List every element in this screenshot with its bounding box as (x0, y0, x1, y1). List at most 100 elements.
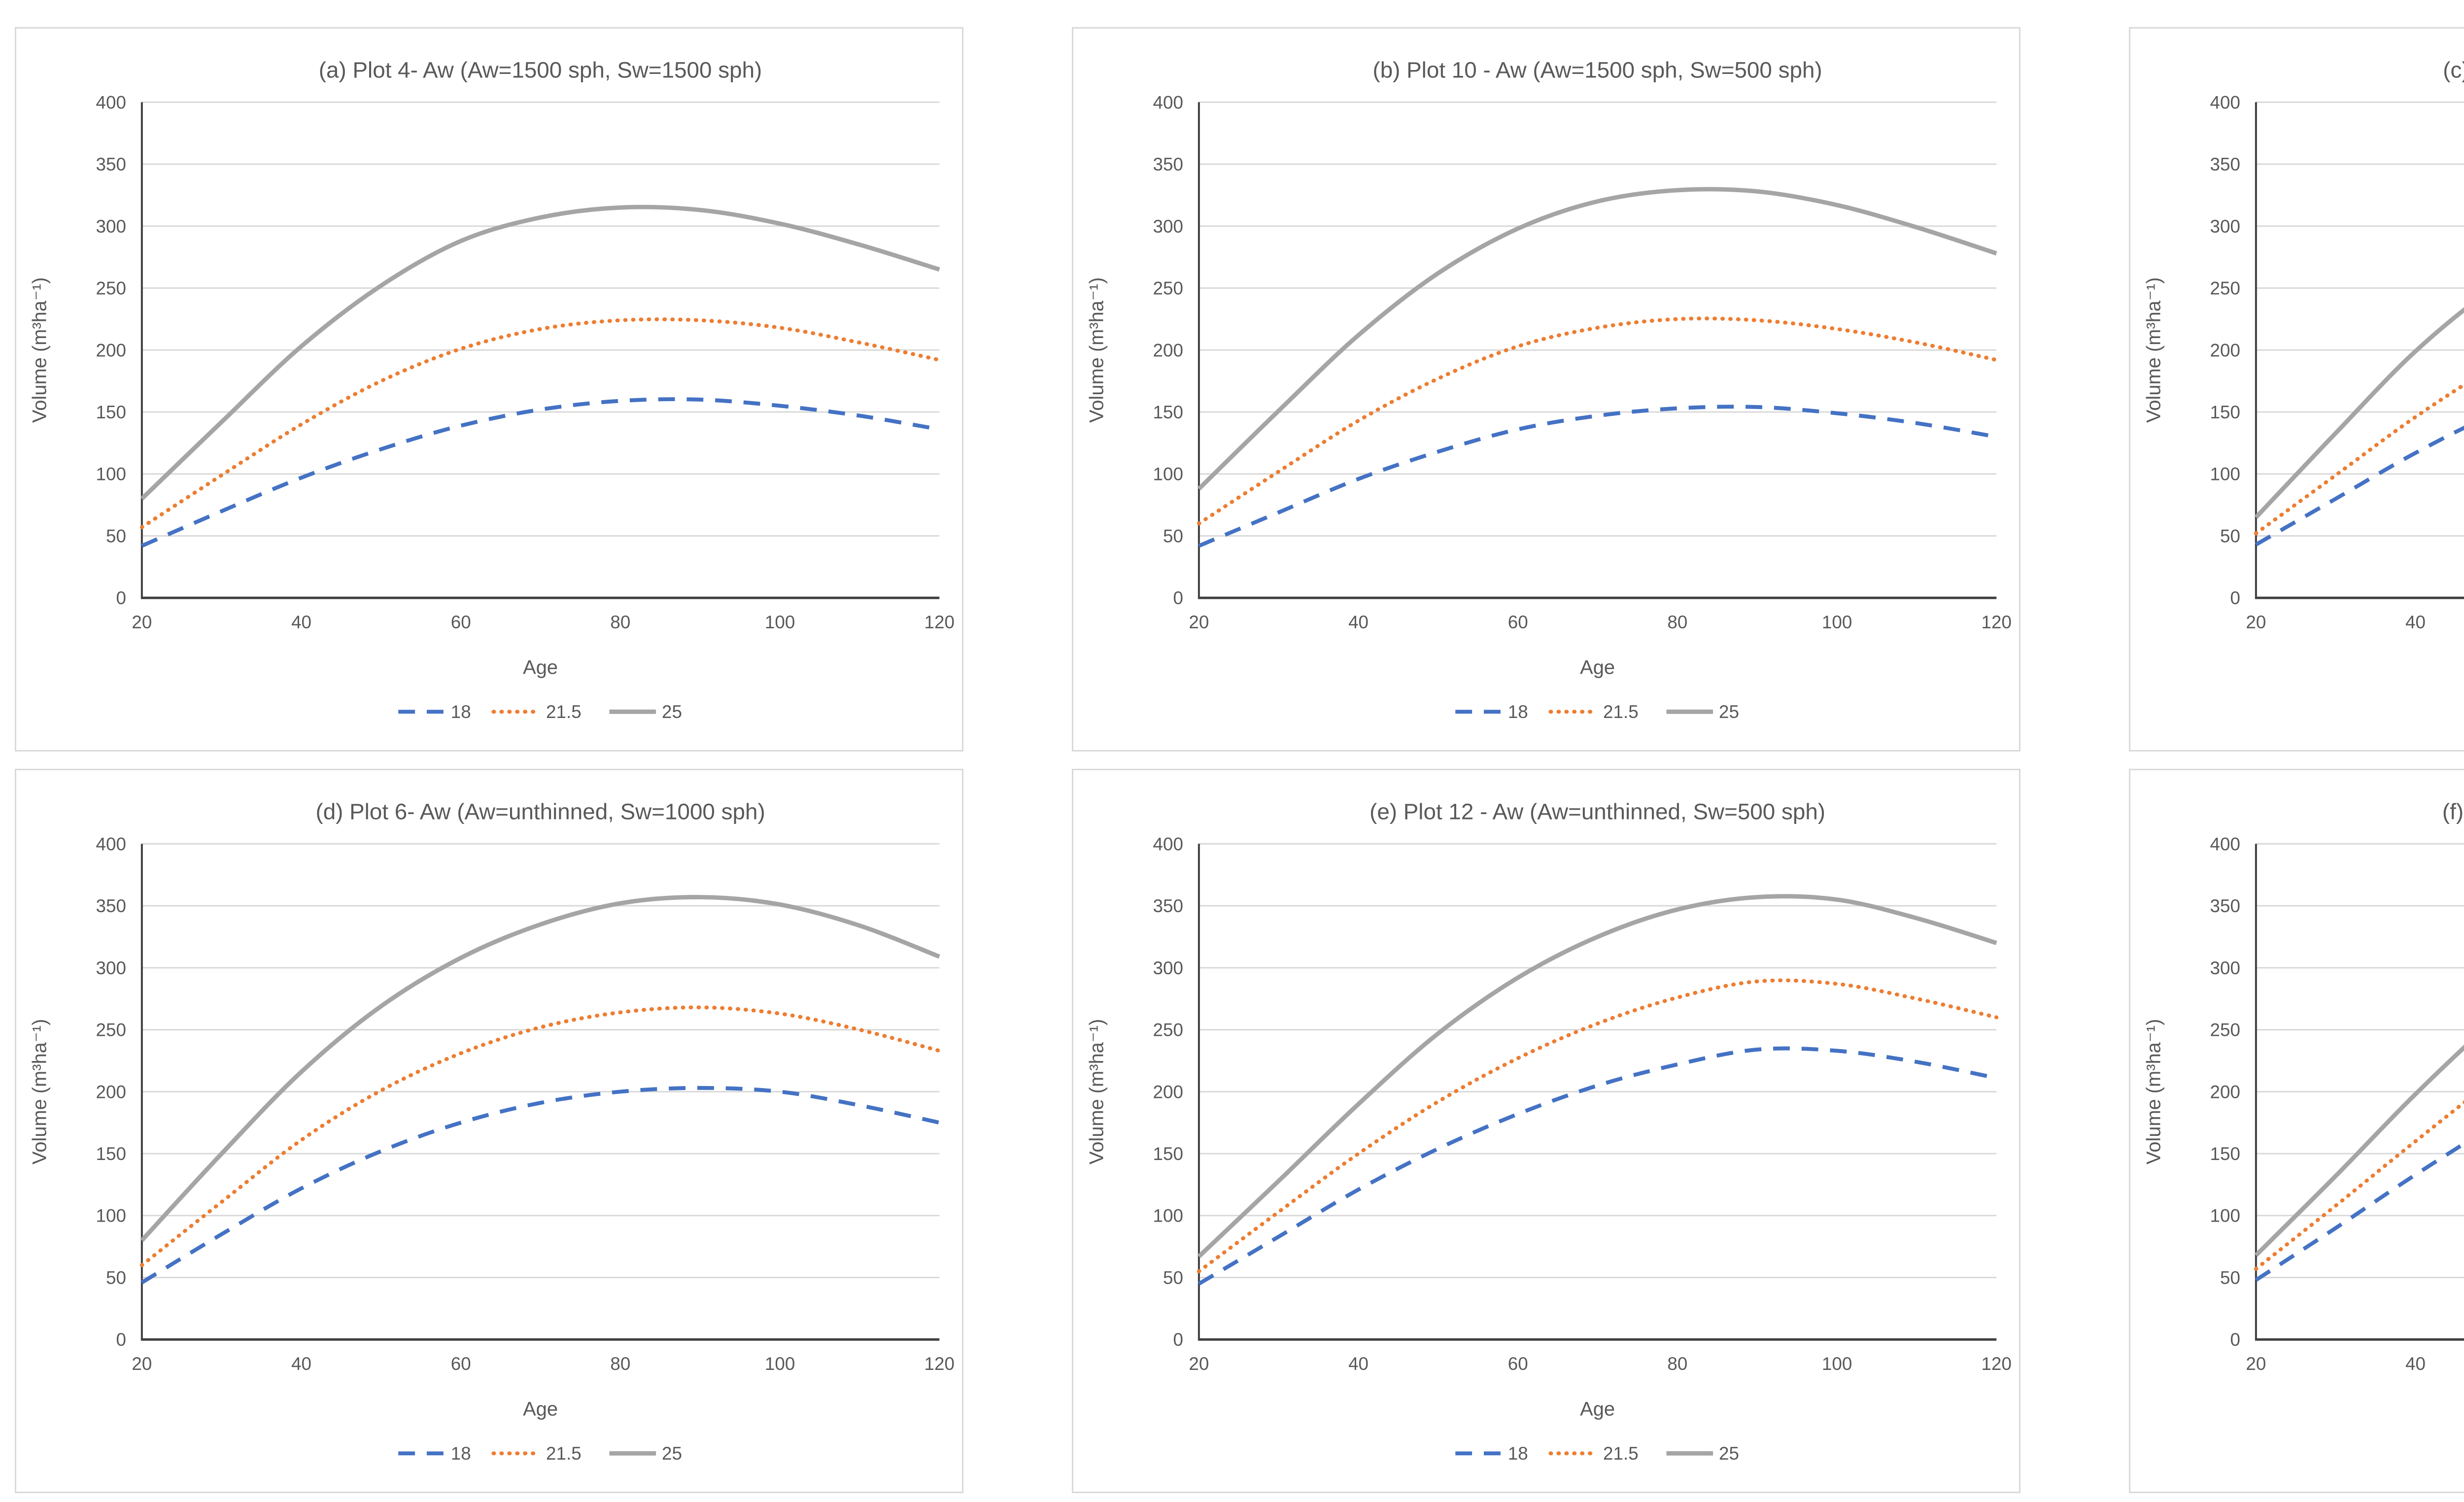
y-tick-label: 50 (106, 1267, 126, 1288)
y-axis-title: Volume (m³ha⁻¹) (29, 277, 51, 423)
x-tick-label: 20 (132, 612, 152, 632)
y-tick-label: 200 (96, 1082, 126, 1102)
y-tick-label: 50 (1163, 1267, 1183, 1288)
legend-label: 18 (1508, 1443, 1528, 1464)
chart-f: (f) Plot 15 - Aw (Aw=unthinned, Sw=0 sph… (2143, 799, 2464, 1374)
y-tick-label: 0 (116, 588, 126, 608)
y-tick-label: 50 (1163, 526, 1183, 546)
y-tick-label: 300 (2210, 216, 2240, 237)
y-tick-label: 150 (1153, 402, 1183, 422)
x-tick-label: 80 (610, 612, 630, 632)
series-line-25 (140, 205, 940, 501)
chart-b: (b) Plot 10 - Aw (Aw=1500 sph, Sw=500 sp… (1086, 58, 2012, 722)
series-line-25 (1197, 894, 1997, 1259)
y-axis-title: Volume (m³ha⁻¹) (29, 1019, 51, 1164)
x-tick-label: 40 (291, 1354, 311, 1374)
x-axis-title: Age (1580, 657, 1615, 679)
plot-area: 0501001502002503003504002040608010012018… (2210, 834, 2464, 1374)
x-tick-label: 40 (1348, 1354, 1369, 1374)
y-tick-label: 0 (116, 1330, 126, 1350)
x-tick-label: 40 (291, 612, 311, 632)
series-line-18 (1198, 405, 1997, 548)
series-line-25 (2254, 1044, 2464, 1257)
y-tick-label: 200 (1153, 1082, 1183, 1102)
series-line-18 (141, 397, 940, 548)
y-axis-title: Volume (m³ha⁻¹) (1086, 1019, 1108, 1164)
y-tick-label: 300 (96, 216, 126, 237)
series-line-18 (140, 1086, 940, 1284)
y-tick-label: 100 (96, 464, 126, 484)
legend-item-18: 18 (1455, 702, 1528, 722)
x-tick-label: 40 (2405, 612, 2426, 632)
series-line-18 (2255, 1141, 2464, 1282)
x-tick-label: 80 (1667, 1354, 1687, 1374)
legend-label: 25 (662, 1443, 682, 1464)
x-tick-label: 20 (2246, 1354, 2266, 1374)
x-axis-title: Age (523, 1399, 558, 1420)
y-tick-label: 50 (2220, 526, 2240, 546)
x-tick-label: 80 (1667, 612, 1687, 632)
legend-item-18: 18 (398, 1443, 471, 1464)
legend-label: 18 (451, 1443, 471, 1464)
legend-item-25: 25 (609, 1443, 682, 1464)
x-tick-label: 60 (1508, 1354, 1528, 1374)
x-tick-label: 20 (1189, 612, 1209, 632)
legend-item-21.5: 21.5 (1548, 702, 1639, 722)
y-tick-label: 100 (1153, 464, 1183, 484)
chart-panel-d: (d) Plot 6- Aw (Aw=unthinned, Sw=1000 sp… (15, 769, 963, 1493)
chart-panel-e: (e) Plot 12 - Aw (Aw=unthinned, Sw=500 s… (1072, 769, 2020, 1493)
series-line-18 (1198, 1046, 1997, 1286)
series-line-21.5 (1197, 316, 1999, 526)
chart-panel-f: (f) Plot 15 - Aw (Aw=unthinned, Sw=0 sph… (2129, 769, 2464, 1493)
x-tick-label: 120 (924, 612, 955, 632)
chart-title-e: (e) Plot 12 - Aw (Aw=unthinned, Sw=500 s… (1369, 799, 1825, 824)
y-tick-label: 300 (1153, 958, 1183, 978)
x-axis-title: Age (523, 657, 558, 679)
chart-d: (d) Plot 6- Aw (Aw=unthinned, Sw=1000 sp… (29, 799, 955, 1464)
x-axis-title: Age (1580, 1399, 1615, 1420)
y-tick-label: 200 (2210, 340, 2240, 360)
legend-item-25: 25 (1666, 1443, 1739, 1464)
y-tick-label: 150 (2210, 1144, 2240, 1164)
y-tick-label: 350 (2210, 154, 2240, 174)
y-tick-label: 150 (1153, 1144, 1183, 1164)
x-tick-label: 20 (132, 1354, 152, 1374)
legend-label: 18 (1508, 702, 1528, 722)
y-tick-label: 350 (2210, 896, 2240, 916)
x-tick-label: 100 (765, 612, 795, 632)
y-tick-label: 400 (2210, 834, 2240, 854)
y-tick-label: 300 (96, 958, 126, 978)
y-axis-title: Volume (m³ha⁻¹) (1086, 277, 1108, 423)
series-line-21.5 (2254, 1100, 2464, 1271)
y-tick-label: 100 (1153, 1206, 1183, 1226)
legend-label: 21.5 (1603, 702, 1639, 722)
legend-label: 25 (1719, 702, 1739, 722)
y-tick-label: 200 (2210, 1082, 2240, 1102)
legend-label: 18 (451, 702, 471, 722)
y-tick-label: 350 (96, 154, 126, 174)
chart-panel-c: (c) Plot 13 - Aw (Aw=1500 sph, Sw=0 sph)… (2129, 27, 2464, 751)
y-tick-label: 150 (96, 1144, 126, 1164)
x-tick-label: 100 (1822, 1354, 1852, 1374)
y-tick-label: 400 (96, 834, 126, 854)
x-tick-label: 80 (610, 1354, 630, 1374)
x-tick-label: 20 (1189, 1354, 1209, 1374)
legend-item-25: 25 (1666, 702, 1739, 722)
x-tick-label: 40 (2405, 1354, 2426, 1374)
legend-label: 21.5 (1603, 1443, 1639, 1464)
y-tick-label: 250 (96, 1020, 126, 1040)
y-tick-label: 400 (1153, 834, 1183, 854)
y-tick-label: 250 (1153, 278, 1183, 299)
y-tick-label: 100 (2210, 464, 2240, 484)
chart-panel-a: (a) Plot 4- Aw (Aw=1500 sph, Sw=1500 sph… (15, 27, 963, 751)
y-tick-label: 50 (2220, 1267, 2240, 1288)
x-tick-label: 60 (451, 1354, 471, 1374)
series-line-21.5 (139, 1005, 942, 1267)
y-tick-label: 50 (106, 526, 126, 546)
x-tick-label: 100 (1822, 612, 1852, 632)
y-tick-label: 300 (1153, 216, 1183, 237)
y-tick-label: 250 (96, 278, 126, 299)
